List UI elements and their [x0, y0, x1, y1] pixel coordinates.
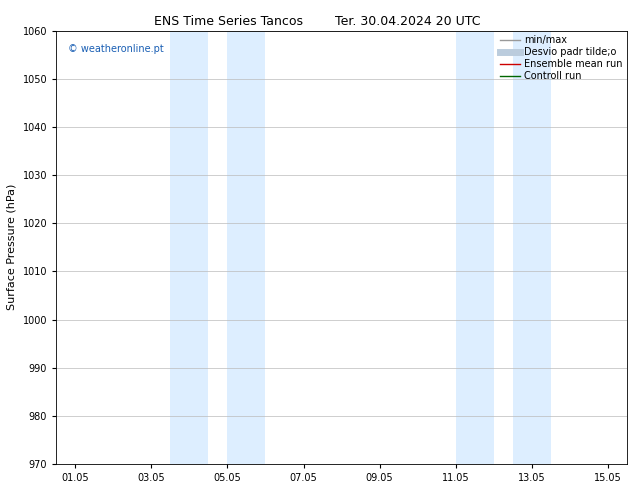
Bar: [513, 30, 551, 464]
Bar: [171, 30, 209, 464]
Text: © weatheronline.pt: © weatheronline.pt: [68, 44, 164, 53]
Bar: [228, 30, 266, 464]
Legend: min/max, Desvio padr tilde;o, Ensemble mean run, Controll run: min/max, Desvio padr tilde;o, Ensemble m…: [500, 35, 622, 81]
Text: ENS Time Series Tancos        Ter. 30.04.2024 20 UTC: ENS Time Series Tancos Ter. 30.04.2024 2…: [154, 15, 480, 28]
Bar: [456, 30, 494, 464]
Y-axis label: Surface Pressure (hPa): Surface Pressure (hPa): [7, 184, 17, 311]
